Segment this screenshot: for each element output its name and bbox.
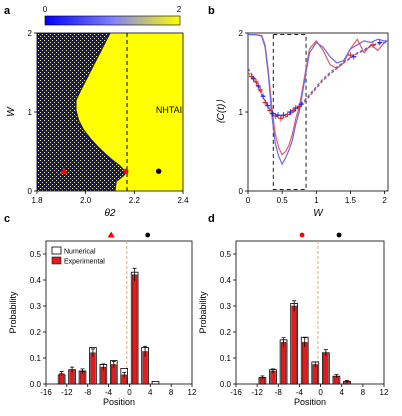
chart-d: -16 -12 -8 -4 0 4 8 12 0.0 0.1 0.2 0.3 0.4 0.5 Positio…: [198, 232, 389, 407]
marker-triangle: [59, 167, 68, 175]
y-axis-title: Probability: [8, 291, 18, 334]
legend-label-numerical: Numerical: [64, 249, 96, 256]
series-line: [247, 41, 388, 117]
x-tick-label: -8: [275, 388, 283, 397]
y-tick-label: 0.1: [30, 354, 42, 363]
x-tick-label: -4: [296, 388, 304, 397]
x-tick-label: 2.2: [129, 196, 141, 205]
y-tick-label: 2: [239, 29, 244, 38]
marker-circle: [155, 168, 162, 174]
x-tick-label: 1: [314, 196, 319, 205]
x-tick-label: 4: [148, 388, 153, 397]
bar-experimental: [90, 352, 96, 385]
x-tick-label: 8: [169, 388, 174, 397]
bar-experimental: [302, 342, 308, 385]
heatmap-blue-region: [37, 33, 125, 191]
x-tick-label: 8: [361, 388, 366, 397]
chart-a: 0 2 NHTAI 1.8 2.0 2.2 2.4 0 1 2 θ2 W: [6, 5, 189, 219]
panel-label-c: c: [4, 213, 10, 225]
x-tick-label: 0: [318, 388, 323, 397]
bar-numerical: [151, 380, 160, 385]
series-line: [248, 34, 388, 166]
bar-experimental: [323, 352, 329, 385]
x-tick-label: -16: [230, 388, 242, 397]
legend-swatch-numerical: [51, 246, 62, 255]
panel-label-b: b: [208, 5, 215, 17]
y-tick-label: 0: [28, 187, 33, 196]
y-tick-label: 0.1: [220, 354, 232, 363]
y-tick-label: 0.0: [220, 380, 232, 389]
y-tick-label: 0.5: [220, 250, 232, 259]
legend-swatch-experimental: [51, 256, 62, 265]
bar-experimental: [132, 274, 138, 385]
y-axis-title: Probability: [198, 291, 208, 334]
x-tick-label: 12: [188, 388, 197, 397]
x-tick-label: -12: [251, 388, 263, 397]
chart-b: 0 0.5 1 1.5 2 0 1 2 W ⟨C(t)⟩: [216, 29, 389, 219]
region-label: NHTAI: [156, 105, 182, 115]
marker-circle: [145, 232, 151, 238]
x-tick-label: 12: [380, 388, 389, 397]
plot-frame: [247, 32, 389, 192]
colorbar-min-label: 0: [43, 5, 48, 14]
panel-label-d: d: [208, 213, 215, 225]
y-tick-label: 0.5: [30, 250, 42, 259]
y-tick-label: 1: [28, 108, 33, 117]
y-tick-label: 0: [239, 187, 244, 196]
plot-frame: [45, 240, 193, 385]
x-tick-label: 0: [127, 388, 132, 397]
bar-experimental: [291, 305, 297, 385]
legend-label-experimental: Experimental: [64, 259, 105, 266]
x-tick-label: 1.5: [345, 196, 357, 205]
y-tick-label: 0.0: [30, 380, 42, 389]
colorbar: [44, 15, 181, 26]
y-axis-title: W: [6, 106, 17, 117]
plot-frame: [235, 240, 385, 385]
x-axis-title: Position: [103, 397, 135, 407]
bar-experimental: [312, 364, 318, 385]
x-tick-label: 2: [382, 196, 387, 205]
marker-circle: [123, 168, 129, 174]
y-tick-label: 2: [28, 29, 33, 38]
x-tick-label: 0.5: [277, 196, 289, 205]
bar-experimental: [280, 342, 287, 385]
y-tick-label: 0.2: [30, 328, 42, 337]
y-tick-label: 0.3: [220, 302, 232, 311]
y-tick-label: 0.2: [220, 328, 232, 337]
x-axis-title: W: [313, 208, 324, 219]
marker-circle: [299, 232, 305, 238]
x-tick-label: -4: [105, 388, 113, 397]
x-tick-label: 1.8: [31, 196, 43, 205]
x-tick-label: -8: [84, 388, 92, 397]
x-tick-label: 4: [339, 388, 344, 397]
x-tick-label: -12: [61, 388, 73, 397]
marker-triangle: [107, 231, 115, 238]
colorbar-max-label: 2: [177, 5, 182, 14]
y-axis-title: ⟨C(t)⟩: [216, 100, 227, 125]
x-tick-label: 2.4: [177, 196, 189, 205]
x-tick-label: -16: [40, 388, 52, 397]
chart-c: -16 -12 -8 -4 0 4 8 12 0.0 0.1 0.2 0.3 0.4 0.5 Positio…: [8, 231, 197, 407]
marker-circle: [336, 232, 342, 238]
x-tick-label: 2.0: [80, 196, 92, 205]
y-tick-label: 0.3: [30, 302, 42, 311]
x-axis-title: Position: [294, 397, 326, 407]
y-tick-label: 1: [239, 108, 244, 117]
y-tick-label: 0.4: [30, 276, 42, 285]
panel-label-a: a: [4, 5, 11, 17]
x-tick-label: 0: [246, 196, 251, 205]
x-axis-title: θ2: [105, 208, 116, 219]
y-tick-label: 0.4: [220, 276, 232, 285]
